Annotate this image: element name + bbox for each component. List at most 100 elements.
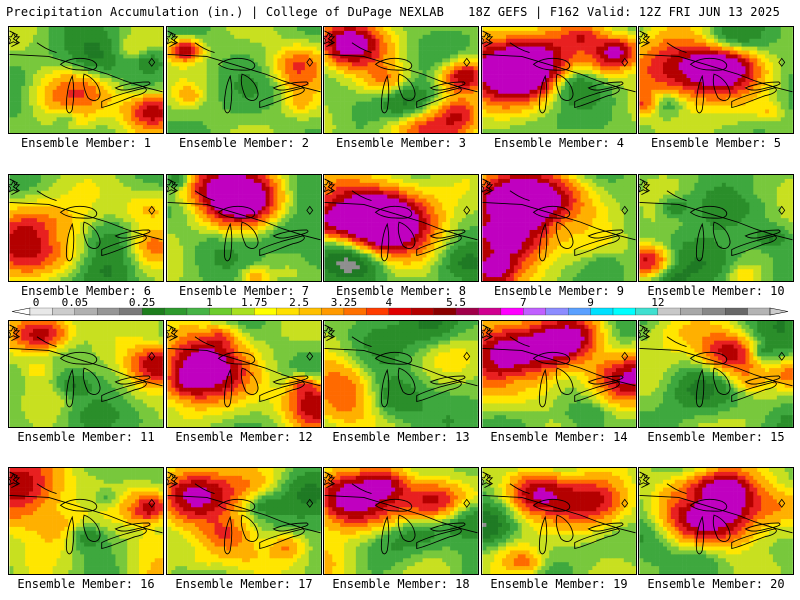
ensemble-member-panel: Ensemble Member: 3 [323, 26, 479, 150]
colorbar-swatch [164, 307, 188, 316]
colorbar-swatch [500, 307, 524, 316]
ensemble-member-label: Ensemble Member: 19 [479, 577, 639, 591]
colorbar-swatch [29, 307, 53, 316]
precipitation-map [481, 320, 637, 428]
precipitation-map [166, 26, 322, 134]
ensemble-member-label: Ensemble Member: 15 [636, 430, 796, 444]
colorbar-swatch [321, 307, 345, 316]
colorbar-swatch [545, 307, 569, 316]
colorbar-swatch [568, 307, 591, 316]
colorbar-tick-label: 2.5 [289, 296, 309, 309]
ensemble-member-label: Ensemble Member: 6 [6, 284, 166, 298]
ensemble-member-label: Ensemble Member: 4 [479, 136, 639, 150]
ensemble-member-panel: Ensemble Member: 10 [638, 174, 794, 298]
ensemble-member-label: Ensemble Member: 7 [164, 284, 324, 298]
precipitation-map [481, 26, 637, 134]
ensemble-member-panel: Ensemble Member: 5 [638, 26, 794, 150]
colorbar-swatch [433, 307, 457, 316]
colorbar-swatch [523, 307, 546, 316]
precipitation-map [638, 174, 794, 282]
colorbar-swatch [52, 307, 75, 316]
colorbar-tick-label: 0.05 [62, 296, 89, 309]
colorbar-swatch [635, 307, 659, 316]
colorbar-swatch [590, 307, 614, 316]
ensemble-member-panel: Ensemble Member: 4 [481, 26, 637, 150]
precipitation-map [481, 174, 637, 282]
colorbar-swatch [411, 307, 434, 316]
precipitation-map [166, 467, 322, 575]
colorbar-tick-label: 4 [385, 296, 392, 309]
ensemble-member-panel: Ensemble Member: 12 [166, 320, 322, 444]
colorbar-left-arrow [11, 307, 31, 316]
ensemble-member-label: Ensemble Member: 8 [321, 284, 481, 298]
ensemble-member-label: Ensemble Member: 1 [6, 136, 166, 150]
colorbar-swatch [455, 307, 479, 316]
colorbar-swatch [186, 307, 210, 316]
colorbar-swatch [725, 307, 748, 316]
ensemble-member-label: Ensemble Member: 16 [6, 577, 166, 591]
ensemble-member-panel: Ensemble Member: 15 [638, 320, 794, 444]
colorbar-tick-label: 9 [587, 296, 594, 309]
colorbar-tick-label: 3.25 [331, 296, 358, 309]
ensemble-member-panel: Ensemble Member: 18 [323, 467, 479, 591]
colorbar-right-arrow [769, 307, 789, 316]
ensemble-member-label: Ensemble Member: 2 [164, 136, 324, 150]
colorbar-swatch [366, 307, 389, 316]
ensemble-member-label: Ensemble Member: 17 [164, 577, 324, 591]
precipitation-map [323, 320, 479, 428]
precipitation-map [638, 26, 794, 134]
colorbar-swatch [343, 307, 367, 316]
ensemble-member-panel: Ensemble Member: 17 [166, 467, 322, 591]
ensemble-member-panel: Ensemble Member: 8 [323, 174, 479, 298]
precipitation-map [8, 174, 164, 282]
ensemble-member-panel: Ensemble Member: 19 [481, 467, 637, 591]
title-left: Precipitation Accumulation (in.) | Colle… [6, 5, 444, 19]
colorbar-swatch [747, 307, 771, 316]
precipitation-map [323, 174, 479, 282]
precipitation-map [8, 26, 164, 134]
ensemble-member-label: Ensemble Member: 9 [479, 284, 639, 298]
precipitation-map [166, 320, 322, 428]
colorbar-swatch [702, 307, 726, 316]
colorbar-swatch [97, 307, 120, 316]
colorbar-swatch [119, 307, 143, 316]
ensemble-member-label: Ensemble Member: 18 [321, 577, 481, 591]
ensemble-member-panel: Ensemble Member: 6 [8, 174, 164, 298]
ensemble-member-panel: Ensemble Member: 13 [323, 320, 479, 444]
ensemble-member-label: Ensemble Member: 14 [479, 430, 639, 444]
ensemble-member-label: Ensemble Member: 10 [636, 284, 796, 298]
colorbar-tick-label: 0 [33, 296, 40, 309]
ensemble-member-panel: Ensemble Member: 11 [8, 320, 164, 444]
colorbar-swatch [254, 307, 277, 316]
precipitation-colorbar: 0 0.05 0.25 1 1.75 2.5 3.25 4 5.5 7 9 12 [11, 296, 789, 316]
colorbar-tick-label: 12 [651, 296, 664, 309]
precipitation-map [8, 320, 164, 428]
colorbar-swatch [209, 307, 232, 316]
colorbar-swatch [141, 307, 165, 316]
ensemble-member-panel: Ensemble Member: 16 [8, 467, 164, 591]
precipitation-map [166, 174, 322, 282]
ensemble-member-panel: Ensemble Member: 1 [8, 26, 164, 150]
ensemble-member-panel: Ensemble Member: 20 [638, 467, 794, 591]
colorbar-tick-label: 1 [206, 296, 213, 309]
colorbar-tick-label: 0.25 [129, 296, 156, 309]
colorbar-swatch [680, 307, 703, 316]
ensemble-member-label: Ensemble Member: 5 [636, 136, 796, 150]
ensemble-member-label: Ensemble Member: 3 [321, 136, 481, 150]
ensemble-member-panel: Ensemble Member: 7 [166, 174, 322, 298]
precipitation-map [481, 467, 637, 575]
colorbar-swatch [298, 307, 322, 316]
colorbar-swatch [231, 307, 255, 316]
ensemble-member-label: Ensemble Member: 12 [164, 430, 324, 444]
colorbar-tick-label: 5.5 [446, 296, 466, 309]
precipitation-map [8, 467, 164, 575]
title-right: 18Z GEFS | F162 Valid: 12Z FRI JUN 13 20… [468, 5, 780, 19]
precipitation-map [638, 320, 794, 428]
ensemble-member-panel: Ensemble Member: 14 [481, 320, 637, 444]
colorbar-swatch [657, 307, 681, 316]
ensemble-member-panel: Ensemble Member: 9 [481, 174, 637, 298]
precipitation-map [323, 467, 479, 575]
ensemble-member-panel: Ensemble Member: 2 [166, 26, 322, 150]
ensemble-member-label: Ensemble Member: 13 [321, 430, 481, 444]
colorbar-swatch [388, 307, 412, 316]
